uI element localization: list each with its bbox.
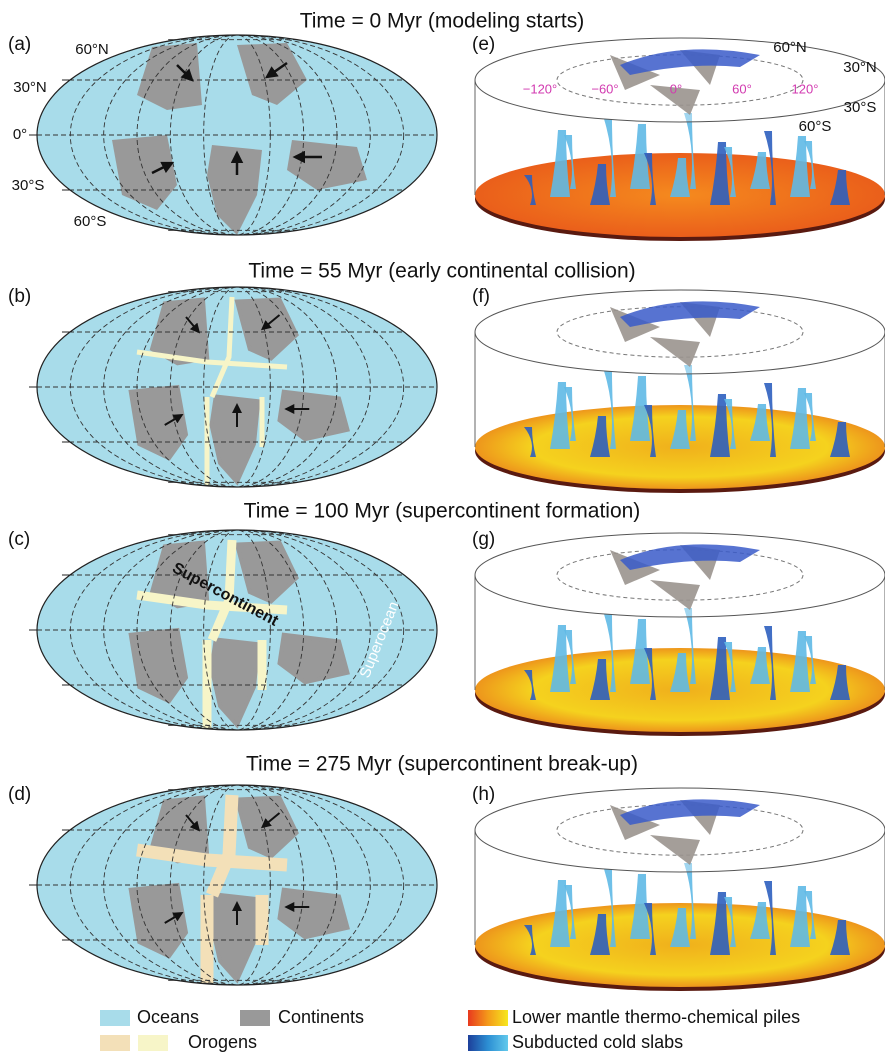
model-panel (475, 533, 885, 736)
longitude-label: −60° (591, 81, 618, 96)
latitude-label: 0° (13, 126, 27, 143)
panel-title: Time = 0 Myr (modeling starts) (300, 10, 585, 33)
map-label: (d) (8, 784, 31, 805)
latitude-label: 60°N (75, 41, 109, 58)
latitude-label: 30°S (12, 177, 45, 194)
panel-title: Time = 55 Myr (early continental collisi… (248, 260, 635, 283)
model-panel (475, 38, 885, 241)
legend-text: Lower mantle thermo-chemical piles (512, 1007, 800, 1027)
latitude-label: 60°S (74, 213, 107, 230)
map-panel (29, 35, 437, 235)
legend-swatch (100, 1035, 130, 1051)
model-latitude-label: 60°S (799, 118, 832, 135)
model-latitude-label: 30°N (843, 59, 877, 76)
model-latitude-label: 30°S (844, 99, 877, 116)
map-label: (b) (8, 286, 31, 307)
map-panel (29, 785, 437, 985)
legend-swatch (468, 1035, 508, 1051)
legend-text: Oceans (137, 1007, 199, 1027)
panel-title: Time = 100 Myr (supercontinent formation… (244, 500, 641, 523)
latitude-label: 30°N (13, 79, 47, 96)
legend-text: Continents (278, 1007, 364, 1027)
figure: Time = 0 Myr (modeling starts) (a) (e) Time… (0, 0, 885, 1057)
longitude-label: −120° (523, 81, 557, 96)
longitude-label: 120° (792, 81, 819, 96)
model-label: (h) (472, 784, 495, 805)
legend-text: Subducted cold slabs (512, 1032, 683, 1052)
model-panel (475, 290, 885, 493)
map-label: (c) (8, 529, 30, 550)
legend-swatch (100, 1010, 130, 1026)
longitude-label: 0° (670, 81, 682, 96)
model-label: (e) (472, 34, 495, 55)
longitude-label: 60° (732, 81, 752, 96)
legend-swatch (138, 1035, 168, 1051)
map-label: (a) (8, 34, 31, 55)
legend-text: Orogens (188, 1032, 257, 1052)
legend-swatch (240, 1010, 270, 1026)
panel-title: Time = 275 Myr (supercontinent break-up) (246, 753, 638, 776)
legend-swatch (468, 1010, 508, 1026)
model-label: (g) (472, 529, 495, 550)
map-panel (29, 287, 437, 487)
model-panel (475, 788, 885, 991)
model-latitude-label: 60°N (773, 39, 807, 56)
model-label: (f) (472, 286, 490, 307)
